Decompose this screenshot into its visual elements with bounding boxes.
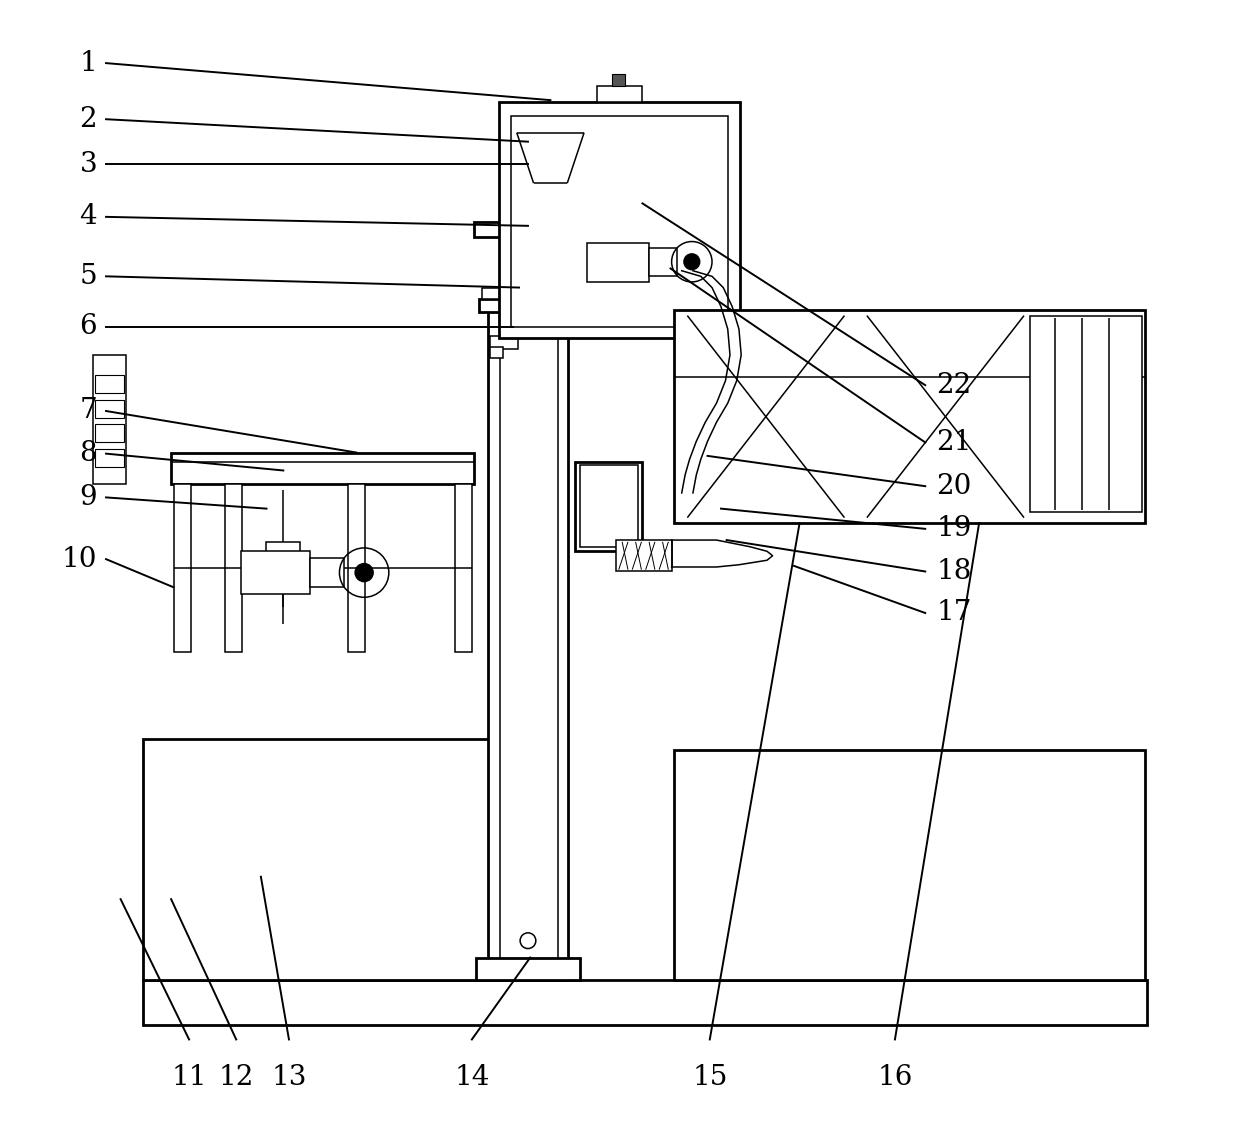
Text: 7: 7 — [79, 397, 97, 424]
Bar — [579, 465, 637, 547]
Bar — [615, 540, 672, 572]
Bar — [93, 354, 126, 484]
Text: 21: 21 — [936, 429, 972, 456]
Text: 6: 6 — [79, 314, 97, 341]
Text: 4: 4 — [79, 204, 97, 231]
Bar — [171, 452, 474, 484]
Text: 12: 12 — [218, 1064, 254, 1091]
Bar — [241, 551, 310, 594]
Text: 9: 9 — [79, 484, 97, 511]
Bar — [224, 484, 242, 652]
Text: 17: 17 — [936, 600, 972, 627]
Bar — [650, 249, 677, 277]
Bar — [500, 316, 558, 972]
Bar — [673, 310, 1146, 523]
Text: 20: 20 — [936, 472, 972, 500]
Text: 13: 13 — [272, 1064, 306, 1091]
Bar — [94, 424, 124, 442]
Bar — [490, 335, 518, 349]
Text: 2: 2 — [79, 106, 97, 133]
Bar — [474, 223, 582, 237]
Bar — [487, 307, 568, 980]
Bar — [175, 484, 191, 652]
Text: 5: 5 — [79, 263, 97, 290]
Bar — [476, 957, 579, 980]
Circle shape — [684, 254, 699, 270]
Bar — [498, 102, 740, 338]
Circle shape — [355, 564, 373, 582]
Bar — [575, 461, 642, 551]
Bar — [94, 375, 124, 393]
Bar — [143, 739, 513, 980]
Bar — [143, 980, 1147, 1025]
Text: 8: 8 — [79, 440, 97, 467]
Text: 11: 11 — [171, 1064, 207, 1091]
Text: 19: 19 — [936, 515, 972, 542]
Bar — [588, 243, 650, 282]
Bar — [267, 542, 300, 562]
Text: 3: 3 — [79, 151, 97, 178]
Text: 14: 14 — [454, 1064, 490, 1091]
Bar — [673, 750, 1146, 980]
Bar — [511, 116, 728, 327]
Bar — [511, 237, 536, 288]
Bar — [348, 484, 366, 652]
Bar — [94, 399, 124, 417]
Bar — [272, 560, 295, 585]
Text: 15: 15 — [692, 1064, 728, 1091]
Bar — [596, 86, 642, 102]
Text: 16: 16 — [877, 1064, 913, 1091]
Bar — [94, 449, 124, 467]
Text: 10: 10 — [62, 546, 97, 573]
Bar — [455, 484, 472, 652]
Text: 1: 1 — [79, 50, 97, 76]
Bar — [490, 346, 503, 358]
Bar — [482, 288, 574, 299]
Bar — [1029, 316, 1142, 512]
Text: 18: 18 — [936, 558, 972, 585]
Text: 22: 22 — [936, 371, 972, 398]
Bar — [611, 74, 625, 86]
Bar — [479, 299, 578, 313]
Bar — [310, 558, 343, 587]
